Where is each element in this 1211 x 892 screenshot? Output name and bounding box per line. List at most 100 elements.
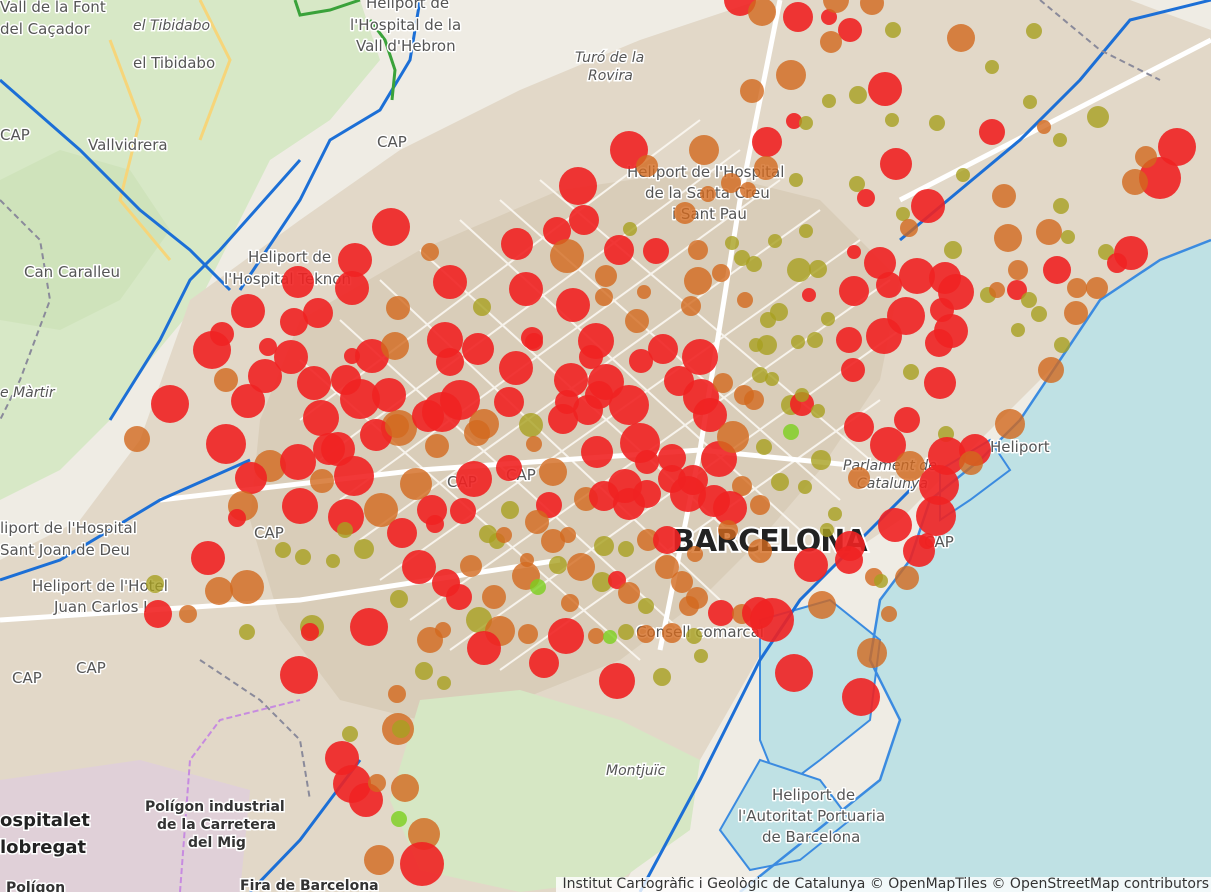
map-marker[interactable] xyxy=(239,624,255,640)
map-marker[interactable] xyxy=(979,119,1005,145)
map-marker[interactable] xyxy=(556,288,590,322)
map-marker[interactable] xyxy=(440,380,480,420)
map-marker[interactable] xyxy=(191,541,225,575)
map-marker[interactable] xyxy=(581,436,613,468)
map-marker[interactable] xyxy=(303,298,333,328)
map-marker[interactable] xyxy=(798,480,812,494)
map-marker[interactable] xyxy=(860,0,884,15)
map-marker[interactable] xyxy=(496,527,512,543)
map-marker[interactable] xyxy=(275,542,291,558)
map-marker[interactable] xyxy=(1021,292,1037,308)
map-marker[interactable] xyxy=(857,638,887,668)
map-marker[interactable] xyxy=(808,591,836,619)
map-marker[interactable] xyxy=(436,348,464,376)
map-marker[interactable] xyxy=(838,18,862,42)
map-marker[interactable] xyxy=(992,184,1016,208)
map-marker[interactable] xyxy=(693,398,727,432)
map-marker[interactable] xyxy=(791,335,805,349)
map-marker[interactable] xyxy=(364,493,398,527)
map-marker[interactable] xyxy=(529,648,559,678)
map-marker[interactable] xyxy=(543,217,571,245)
map-marker[interactable] xyxy=(636,155,658,177)
map-marker[interactable] xyxy=(841,358,865,382)
map-marker[interactable] xyxy=(662,623,682,643)
map-marker[interactable] xyxy=(525,510,549,534)
map-marker[interactable] xyxy=(392,720,410,738)
map-marker[interactable] xyxy=(682,339,718,375)
map-marker[interactable] xyxy=(885,22,901,38)
map-marker[interactable] xyxy=(842,678,880,716)
map-marker[interactable] xyxy=(919,465,959,505)
map-marker[interactable] xyxy=(765,372,779,386)
map-marker[interactable] xyxy=(618,541,634,557)
map-marker[interactable] xyxy=(381,332,409,360)
map-marker[interactable] xyxy=(746,256,762,272)
map-marker[interactable] xyxy=(821,9,837,25)
map-marker[interactable] xyxy=(518,624,538,644)
map-marker[interactable] xyxy=(643,238,669,264)
map-marker[interactable] xyxy=(433,265,467,299)
map-marker[interactable] xyxy=(567,553,595,581)
map-marker[interactable] xyxy=(588,628,604,644)
map-marker[interactable] xyxy=(460,555,482,577)
map-marker[interactable] xyxy=(870,427,906,463)
map-marker[interactable] xyxy=(338,243,372,277)
map-marker[interactable] xyxy=(737,292,753,308)
map-marker[interactable] xyxy=(400,468,432,500)
map-marker[interactable] xyxy=(609,385,649,425)
map-marker[interactable] xyxy=(435,622,451,638)
map-marker[interactable] xyxy=(388,685,406,703)
map-marker[interactable] xyxy=(787,258,811,282)
map-marker[interactable] xyxy=(549,556,567,574)
map-marker[interactable] xyxy=(929,115,945,131)
map-marker[interactable] xyxy=(823,0,849,13)
map-marker[interactable] xyxy=(849,86,867,104)
map-marker[interactable] xyxy=(372,378,406,412)
map-marker[interactable] xyxy=(539,458,567,486)
map-marker[interactable] xyxy=(956,168,970,182)
map-marker[interactable] xyxy=(595,265,617,287)
map-marker[interactable] xyxy=(618,624,634,640)
map-marker[interactable] xyxy=(360,419,392,451)
map-marker[interactable] xyxy=(579,345,603,369)
map-marker[interactable] xyxy=(259,338,277,356)
map-marker[interactable] xyxy=(280,308,308,336)
map-marker[interactable] xyxy=(748,539,772,563)
map-marker[interactable] xyxy=(847,245,861,259)
map-marker[interactable] xyxy=(1007,280,1027,300)
map-marker[interactable] xyxy=(771,473,789,491)
map-marker[interactable] xyxy=(786,113,802,129)
map-marker[interactable] xyxy=(648,334,678,364)
map-marker[interactable] xyxy=(595,288,613,306)
map-marker[interactable] xyxy=(880,148,912,180)
map-marker[interactable] xyxy=(874,574,888,588)
map-marker[interactable] xyxy=(828,507,842,521)
map-marker[interactable] xyxy=(959,451,983,475)
map-marker[interactable] xyxy=(295,549,311,565)
map-marker[interactable] xyxy=(740,79,764,103)
map-marker[interactable] xyxy=(328,499,364,535)
map-marker[interactable] xyxy=(653,526,681,554)
map-marker[interactable] xyxy=(214,368,238,392)
map-marker[interactable] xyxy=(655,555,679,579)
map-marker[interactable] xyxy=(501,228,533,260)
map-marker[interactable] xyxy=(310,469,334,493)
map-marker[interactable] xyxy=(684,267,712,295)
map-marker[interactable] xyxy=(848,467,870,489)
map-marker[interactable] xyxy=(248,359,282,393)
map-marker[interactable] xyxy=(206,424,246,464)
map-marker[interactable] xyxy=(228,509,246,527)
map-marker[interactable] xyxy=(876,272,902,298)
map-marker[interactable] xyxy=(496,455,522,481)
map-marker[interactable] xyxy=(355,339,389,373)
map-marker[interactable] xyxy=(925,329,953,357)
map-marker[interactable] xyxy=(625,309,649,333)
map-marker[interactable] xyxy=(450,498,476,524)
map-marker[interactable] xyxy=(530,579,546,595)
map-marker[interactable] xyxy=(820,523,834,537)
map-marker[interactable] xyxy=(752,127,782,157)
map-marker[interactable] xyxy=(899,258,935,294)
map-marker[interactable] xyxy=(994,224,1022,252)
map-marker[interactable] xyxy=(674,202,696,224)
map-marker[interactable] xyxy=(519,413,543,437)
